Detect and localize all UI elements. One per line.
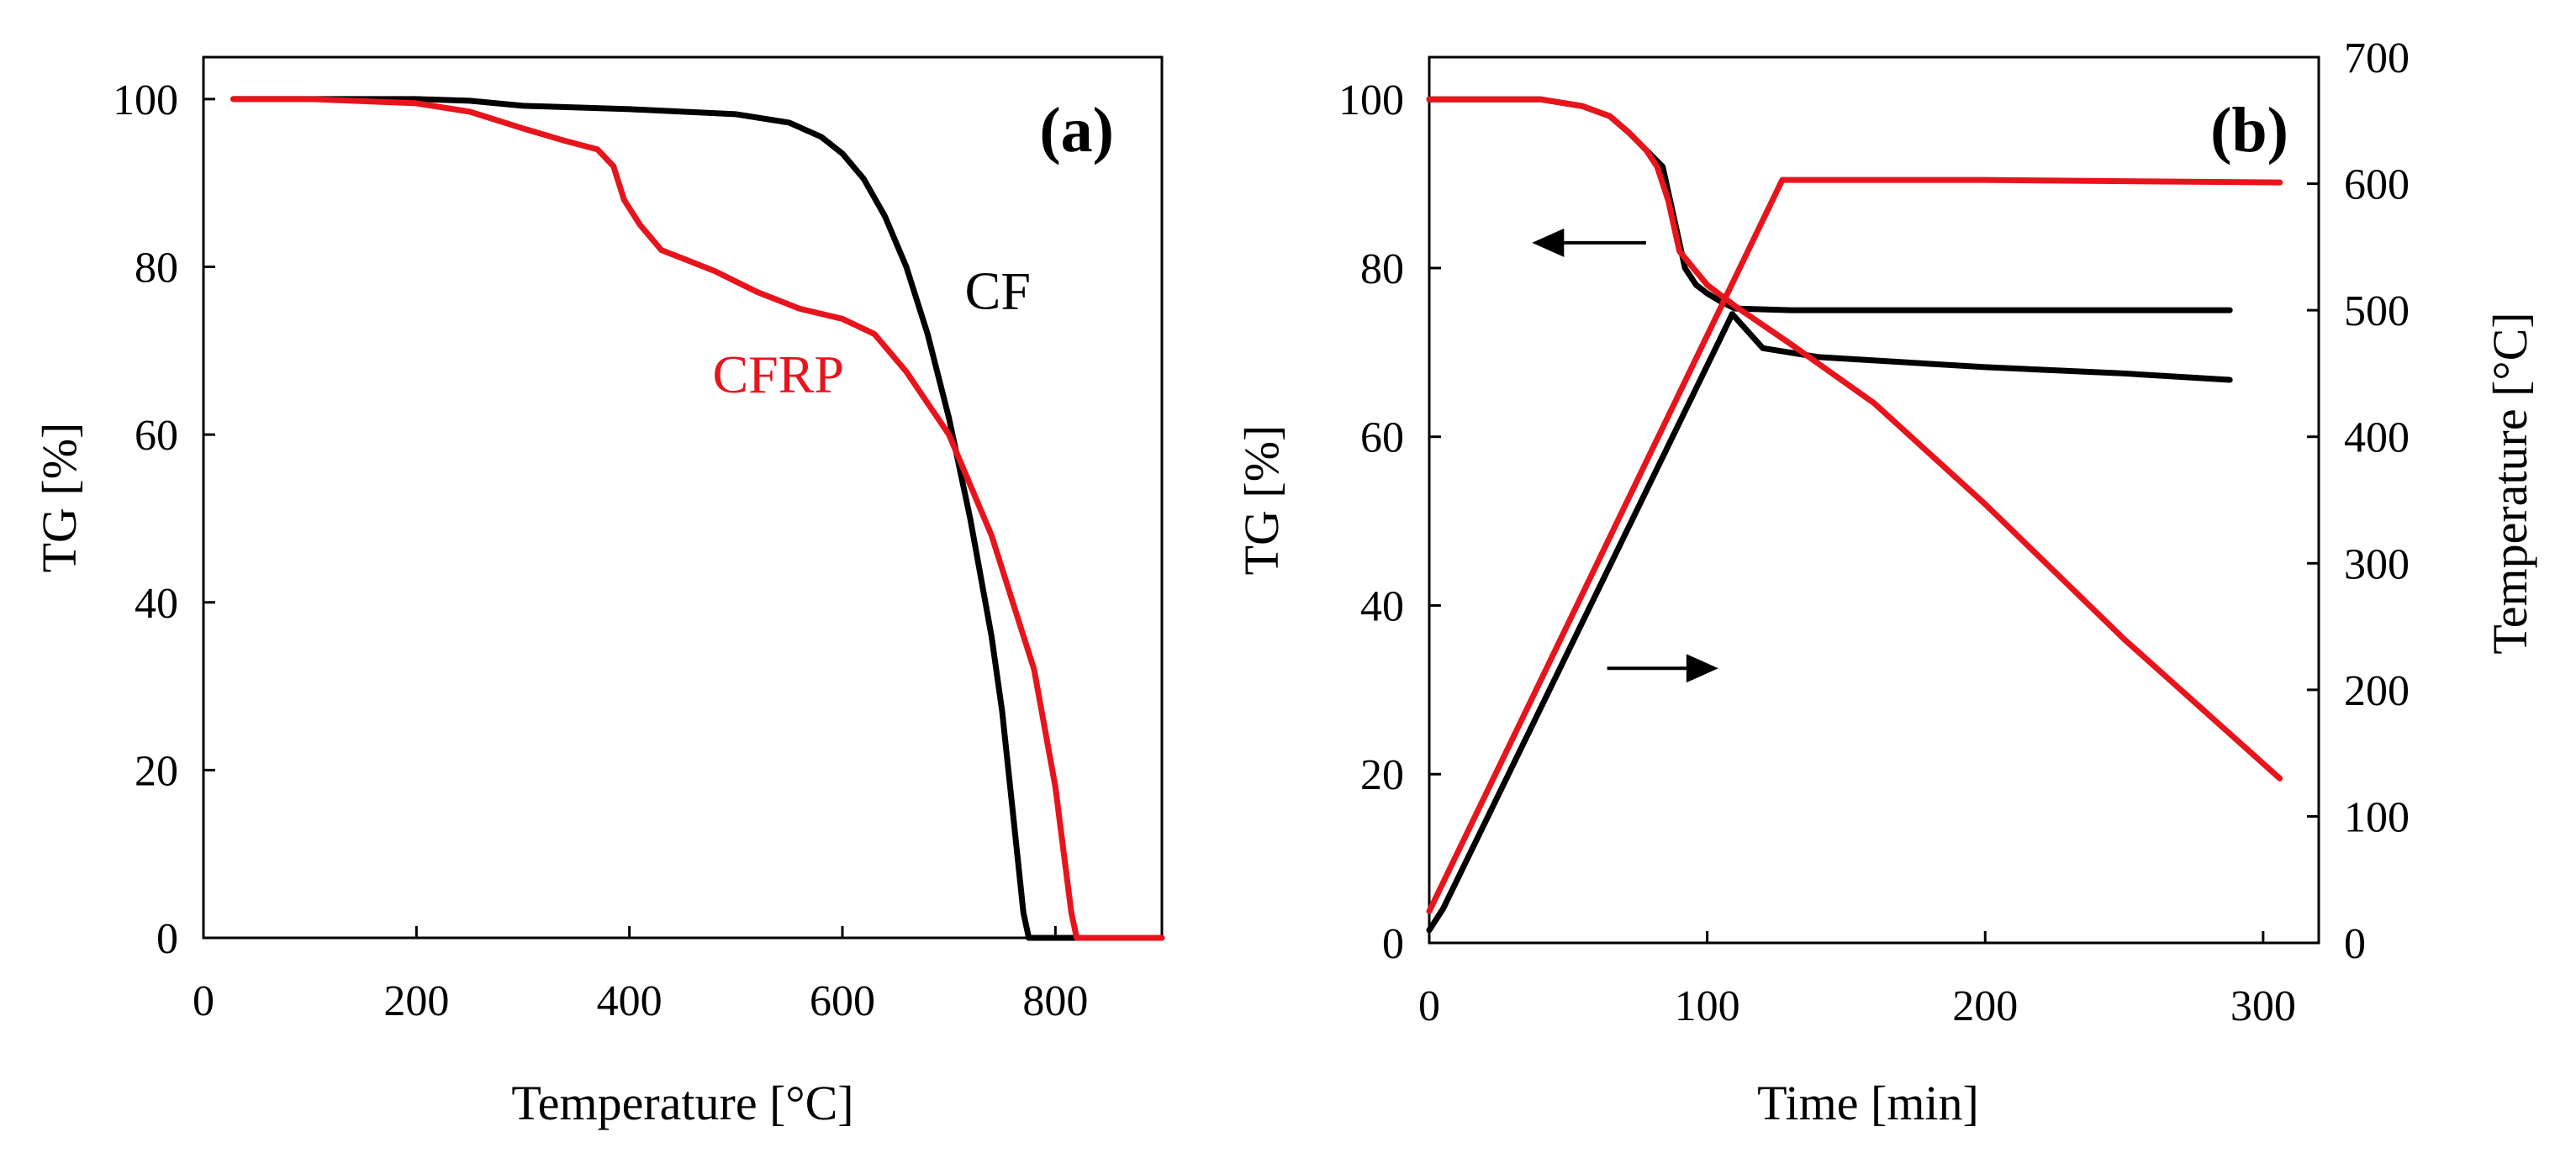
arrow-right-head [1686,654,1718,683]
panel-a-x-tick-label: 0 [193,977,214,1025]
cf-curve [230,96,1165,941]
panel-b-x-tick-label: 200 [1952,982,2018,1030]
panel-b-y-tick-label: 80 [1360,245,1404,293]
cf-tg-curve [1426,96,2233,313]
panel-a-ticks: 0 200 400 600 800 0 20 40 60 80 100 [113,76,1088,1025]
cfrp-curve [230,96,1165,941]
cfrp-annotation: CFRP [712,345,844,404]
panel-b-y-tick-label: 40 [1360,582,1404,630]
panel-b-y-tick-label: 60 [1360,414,1404,462]
panel-a-y-tick-label: 100 [113,76,178,124]
cf-annotation: CF [965,261,1031,320]
panel-b-y2-tick-label: 700 [2344,34,2410,82]
panel-b-y-tick-label: 0 [1382,920,1404,968]
panel-a-y-tick-label: 60 [135,412,178,460]
panel-b-y2-tick-label: 200 [2344,667,2410,715]
panel-b-ticks: 0 100 200 300 0 20 40 60 80 100 0 100 200 300 400 500 60… [1338,34,2410,1030]
cf-temperature-curve [1426,311,2233,934]
panel-b-x-tick-label: 0 [1418,982,1440,1030]
panel-b-y2-tick-label: 0 [2344,920,2366,968]
panel-b-x-tick-label: 100 [1675,982,1740,1030]
panel-b-y2-tick-label: 400 [2344,414,2410,462]
panel-b-y2-tick-label: 100 [2344,793,2410,841]
panel-a-chart: 0 200 400 600 800 0 20 40 60 80 100 (a) CF CFRP Te… [32,55,1165,1130]
panel-b-y-axis-label: TG [%] [1234,425,1289,576]
panel-a-plot-frame [202,55,1164,940]
panel-b-curves [1426,96,2283,934]
panel-a-y-tick-label: 40 [135,580,178,628]
panel-a-y-tick-label: 80 [135,245,178,292]
cfrp-temperature-curve [1426,176,2283,914]
panel-b-x-axis-label: Time [min] [1757,1076,1979,1130]
panel-a-curves [230,96,1165,941]
panel-b-y2-tick-label: 300 [2344,540,2410,588]
panel-b-y2-tick-label: 600 [2344,161,2410,209]
cfrp-tg-curve [1426,96,2283,782]
panel-a-y-tick-label: 20 [135,747,178,795]
panel-b-y-tick-label: 20 [1360,751,1404,799]
panel-b-x-tick-label: 300 [2230,982,2296,1030]
panel-b-label: (b) [2210,95,2288,166]
panel-a-x-tick-label: 400 [597,977,662,1025]
panel-b-y-tick-label: 100 [1338,76,1404,124]
panel-a-x-tick-label: 200 [383,977,449,1025]
panel-b-plot-frame [1428,55,2320,945]
panel-b-chart: 0 100 200 300 0 20 40 60 80 100 0 100 200 300 400 500 60… [1234,34,2537,1130]
panel-a-x-tick-label: 600 [810,977,875,1025]
panel-a-y-axis-label: TG [%] [32,423,87,573]
arrow-left-head [1532,228,1565,257]
panel-a-y-tick-label: 0 [156,915,178,963]
panel-b-y2-tick-label: 500 [2344,287,2410,335]
panel-a-x-axis-label: Temperature [°C] [511,1076,853,1130]
panel-b-arrows [1532,228,1718,683]
panel-a-x-tick-label: 800 [1022,977,1088,1025]
panel-a-label: (a) [1039,95,1114,166]
panel-b-y2-axis-label: Temperature [°C] [2483,312,2537,654]
